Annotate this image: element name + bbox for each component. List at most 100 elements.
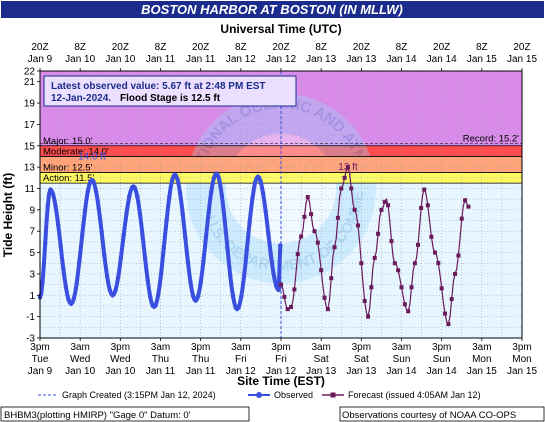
bottom-tick-time: 3pm: [111, 342, 130, 353]
observed-point: [118, 255, 124, 260]
top-tick-date: Jan 13: [346, 54, 376, 65]
y-tick-label: 1: [29, 291, 35, 302]
top-tick-time: 8Z: [476, 42, 488, 53]
footer-station: BHBM3(plotting HMIRP) "Gage 0" Datum: 0': [4, 410, 191, 421]
forecast-point: [342, 175, 347, 180]
category-label-action: Action: 11.5': [43, 173, 94, 184]
bottom-tick-date: Jan 10: [65, 366, 95, 377]
peak-annotation: 13 ft: [338, 162, 358, 173]
forecast-point: [366, 314, 371, 319]
forecast-point: [436, 261, 441, 266]
bottom-tick-date: Jan 13: [346, 366, 376, 377]
series-forecast: [279, 165, 471, 327]
observed-point: [263, 209, 268, 214]
observed-point: [206, 210, 211, 215]
top-tick-date: Jan 12: [266, 54, 296, 65]
observed-point: [40, 279, 45, 284]
y-tick-label: 22: [24, 67, 36, 78]
bottom-tick-day: Sun: [433, 354, 451, 365]
top-tick-date: Jan 14: [427, 54, 457, 65]
top-axis-title: Universal Time (UTC): [220, 22, 341, 36]
y-tick-label: 17: [24, 120, 36, 131]
bottom-tick-date: Jan 11: [146, 366, 176, 377]
observed-point: [228, 273, 233, 278]
legend-forecast-text: Forecast (issued 4:05AM Jan 12): [348, 390, 481, 400]
forecast-point: [325, 307, 330, 312]
forecast-point: [289, 305, 294, 310]
bottom-tick-time: 3am: [311, 342, 330, 353]
forecast-point: [446, 322, 451, 327]
forecast-point: [369, 285, 374, 290]
bottom-tick-day: Wed: [70, 354, 90, 365]
legend-forecast-marker: [330, 392, 336, 398]
observed-point: [172, 172, 178, 177]
top-tick-date: Jan 10: [105, 54, 135, 65]
observed-point: [53, 204, 58, 209]
observed-point: [201, 259, 206, 264]
observed-point: [276, 287, 281, 293]
bottom-tick-date: Jan 12: [266, 366, 296, 377]
category-label-moderate: Moderate: 14.0': [43, 146, 109, 157]
forecast-point: [292, 287, 297, 292]
observed-point: [104, 273, 110, 279]
top-tick-date: Jan 14: [386, 54, 416, 65]
observed-point: [140, 232, 145, 238]
series-observed: [37, 171, 283, 312]
top-tick-date: Jan 10: [65, 54, 95, 65]
observed-point: [113, 288, 118, 293]
y-tick-label: 5: [29, 248, 35, 259]
bottom-tick-date: Jan 15: [467, 366, 497, 377]
observed-point: [183, 235, 188, 240]
forecast-point: [376, 231, 381, 236]
top-tick-time: 20Z: [272, 42, 289, 53]
top-tick-time: 8Z: [74, 42, 86, 53]
observed-point: [96, 206, 101, 211]
forecast-point: [349, 186, 354, 191]
legend-created-text: Graph Created (3:15PM Jan 12, 2024): [62, 390, 216, 400]
top-tick-date: Jan 12: [226, 54, 256, 65]
bottom-tick-day: Thu: [152, 354, 169, 365]
observed-point: [225, 246, 230, 251]
top-tick-date: Jan 15: [507, 54, 537, 65]
bottom-tick-time: 3am: [70, 342, 89, 353]
top-tick-date: Jan 9: [28, 54, 53, 65]
footer-credit: Observations courtesy of NOAA CO-OPS: [342, 410, 516, 421]
top-tick-time: 8Z: [235, 42, 247, 53]
forecast-point: [279, 282, 283, 287]
forecast-point: [449, 297, 454, 302]
forecast-point: [456, 253, 461, 258]
observed-point: [196, 293, 201, 298]
observed-point: [107, 288, 113, 293]
observed-point: [153, 303, 158, 308]
observed-point: [127, 194, 132, 199]
observed-point: [222, 218, 227, 223]
y-tick-label: -3: [26, 334, 35, 345]
bottom-tick-day: Fri: [275, 354, 287, 365]
bottom-tick-day: Wed: [110, 354, 130, 365]
bottom-tick-date: Jan 9: [28, 366, 53, 377]
forecast-point: [345, 165, 350, 170]
observed-point: [121, 232, 126, 238]
observed-point: [161, 245, 167, 250]
forecast-point: [422, 187, 427, 192]
peak-annotation: 14.0 ft: [78, 151, 106, 162]
observed-point: [230, 294, 236, 299]
top-tick-date: Jan 13: [306, 54, 336, 65]
forecast-point: [396, 268, 401, 273]
bottom-tick-time: 3am: [472, 342, 491, 353]
observed-point: [188, 279, 193, 285]
forecast-point: [285, 307, 290, 312]
forecast-point: [295, 252, 300, 257]
observed-point: [135, 194, 140, 199]
chart-title: BOSTON HARBOR AT BOSTON (IN MLLW): [141, 2, 403, 17]
category-label-record: Record: 15.2': [463, 134, 519, 145]
bottom-tick-time: 3pm: [271, 342, 290, 353]
observed-point: [180, 211, 185, 216]
forecast-point: [386, 203, 391, 208]
y-tick-label: 11: [25, 184, 36, 195]
legend-observed-marker: [256, 392, 262, 398]
legend-observed-text: Observed: [274, 390, 313, 400]
bottom-tick-day: Sun: [393, 354, 411, 365]
bottom-tick-day: Tue: [32, 354, 49, 365]
forecast-point: [453, 271, 458, 276]
